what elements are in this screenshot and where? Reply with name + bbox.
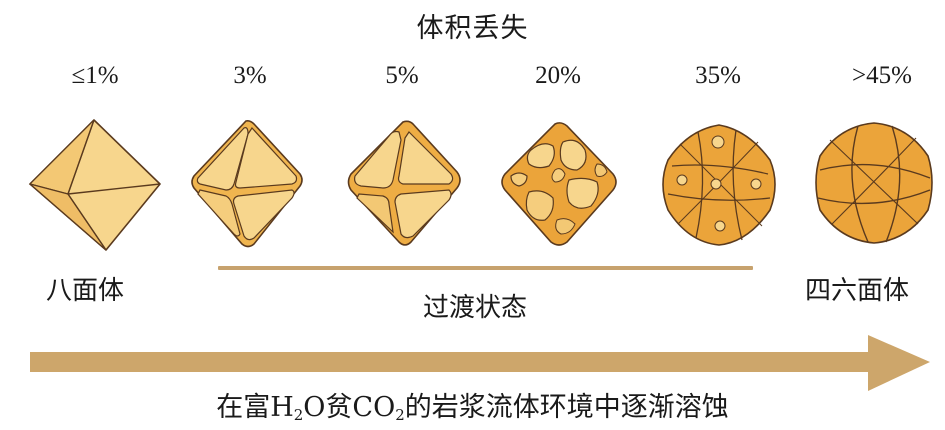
loss-label-3: 5%: [385, 62, 419, 89]
crystal-loss-35: [662, 124, 776, 246]
loss-label-6: >45%: [852, 62, 912, 89]
caption-part-3: 的岩浆流体环境中逐渐溶蚀: [404, 392, 729, 423]
caption-sub-2: 2: [395, 406, 405, 424]
hexoctahedron-label: 四六面体: [805, 276, 910, 306]
crystal-loss-20: [501, 122, 617, 246]
caption-part-1: 在富H: [216, 392, 294, 423]
transition-range-bar: [218, 266, 753, 270]
loss-label-2: 3%: [233, 62, 267, 89]
crystal-loss-5: [347, 120, 461, 246]
octahedron-label: 八面体: [46, 276, 125, 306]
progression-arrow: [30, 335, 930, 391]
dissolution-caption: 在富H2O贫CO2的岩浆流体环境中逐渐溶蚀: [0, 385, 945, 424]
crystal-loss-3: [191, 120, 303, 248]
crystal-octahedron: [28, 119, 161, 251]
loss-label-5: 35%: [695, 62, 741, 89]
transition-label: 过渡状态: [423, 293, 528, 323]
caption-sub-1: 2: [293, 406, 304, 424]
loss-label-1: ≤1%: [71, 62, 119, 89]
caption-part-2: O贫CO: [303, 392, 396, 423]
loss-label-4: 20%: [535, 62, 581, 89]
volume-loss-title: 体积丢失: [416, 13, 529, 44]
crystal-hexoctahedron: [815, 122, 933, 244]
